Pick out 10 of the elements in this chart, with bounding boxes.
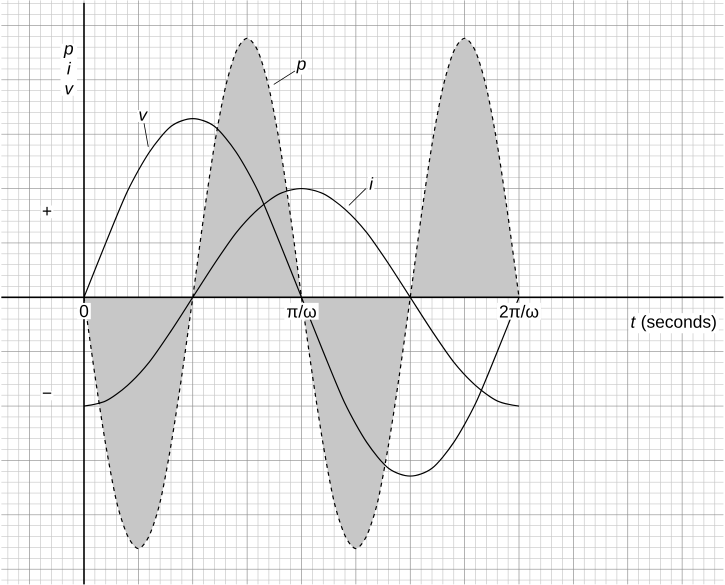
- x-tick-label: π/ω: [287, 304, 316, 318]
- x-tick-label: 0: [80, 304, 88, 318]
- y-axis-title: p i v: [64, 45, 74, 94]
- legend-label: p: [296, 60, 306, 74]
- x-axis-title: t (seconds): [631, 315, 716, 332]
- series-label: i: [369, 177, 374, 190]
- series-label: v: [139, 111, 148, 121]
- annotation: −: [42, 392, 52, 394]
- x-tick-label: 2π/ω: [500, 304, 538, 318]
- annotation: +: [42, 206, 52, 216]
